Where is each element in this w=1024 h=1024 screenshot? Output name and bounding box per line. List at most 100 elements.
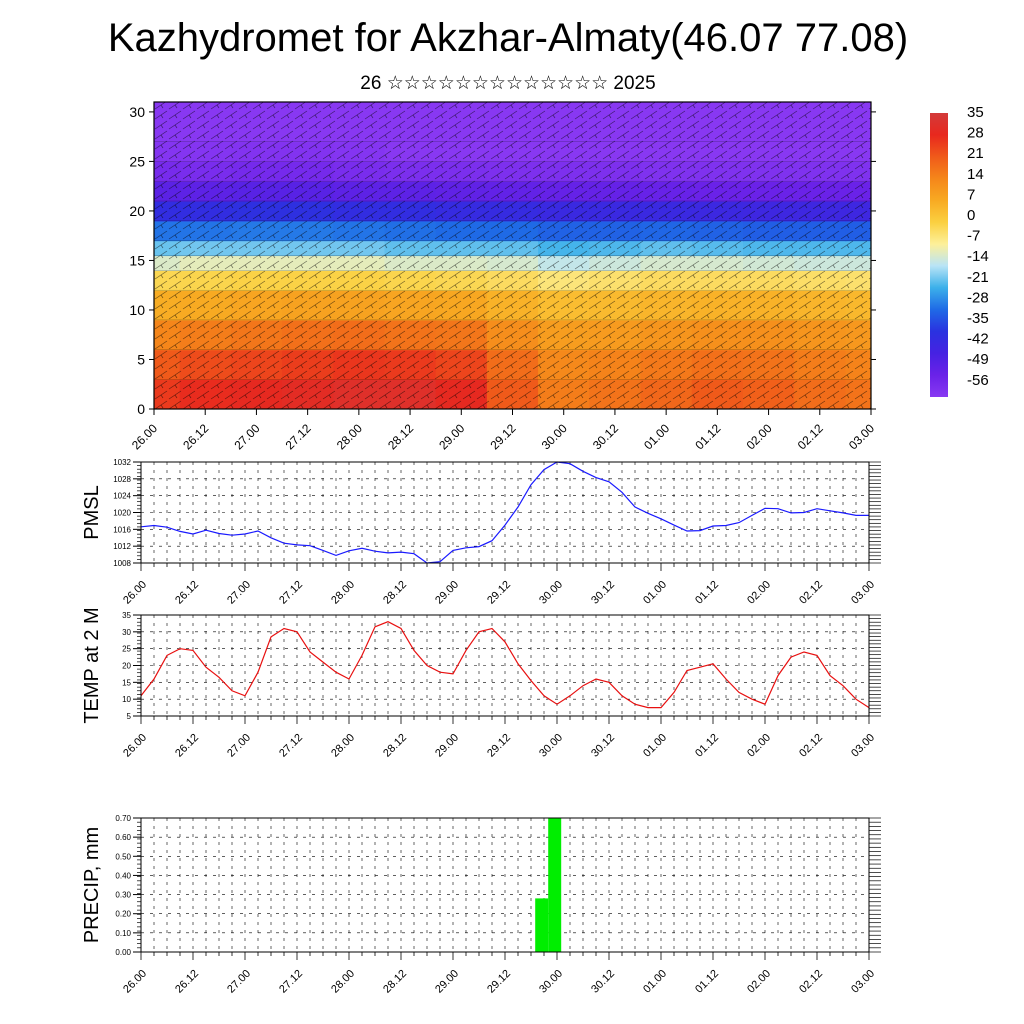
colorbar-label: -7 [967, 228, 980, 245]
x-tick-label: 29.00 [433, 968, 461, 996]
x-tick-label: 30.12 [589, 579, 617, 607]
x-tick-label: 26.00 [121, 968, 149, 996]
precip-bar [548, 818, 562, 952]
y-tick-label: 0.40 [115, 871, 131, 880]
x-tick-label: 01.00 [641, 421, 672, 452]
x-tick-label: 29.12 [485, 732, 513, 760]
colorbar-label: 7 [967, 186, 975, 203]
pmsl-ylabel: PMSL [81, 485, 103, 539]
colorbar: 35 28 21 14 7 0 -7 -14 -21 -28 -35 -42 -49 -56 [930, 104, 989, 397]
x-tick-label: 26.12 [173, 732, 201, 760]
colorbar-label: -35 [967, 310, 989, 327]
colorbar-label: 21 [967, 145, 984, 162]
x-tick-label: 27.12 [277, 579, 305, 607]
x-tick-label: 02.00 [745, 579, 773, 607]
colorbar-label: 35 [967, 104, 984, 121]
x-tick-label: 01.00 [641, 732, 669, 760]
x-tick-label: 29.00 [433, 732, 461, 760]
y-tick-label: 0.00 [115, 948, 131, 957]
x-tick-label: 30.00 [537, 732, 565, 760]
y-tick-label: 15 [129, 252, 145, 268]
x-tick-label: 26.00 [121, 579, 149, 607]
y-tick-label: 0.70 [115, 814, 131, 823]
x-tick-label: 02.12 [797, 968, 825, 996]
y-tick-label: 5 [127, 712, 132, 721]
x-tick-label: 03.00 [849, 732, 877, 760]
x-tick-label: 27.12 [277, 968, 305, 996]
x-tick-label: 26.12 [173, 968, 201, 996]
x-tick-label: 28.00 [329, 732, 357, 760]
precip-panel: 0.00 0.10 0.20 0.30 0.40 0.50 0.60 0.70 26.00 26.… [81, 814, 881, 996]
x-tick-label: 30.12 [589, 968, 617, 996]
x-tick-label: 30.00 [537, 579, 565, 607]
x-tick-label: 28.00 [329, 968, 357, 996]
x-tick-label: 01.12 [693, 732, 721, 760]
y-tick-label: 1016 [113, 525, 131, 534]
y-tick-label: 20 [129, 203, 145, 219]
chart-title: Kazhydromet for Akzhar-Almaty(46.07 77.0… [107, 16, 909, 60]
x-tick-label: 28.00 [334, 421, 365, 452]
x-tick-label: 30.12 [589, 732, 617, 760]
x-tick-label: 30.00 [539, 421, 570, 452]
y-tick-label: 1012 [113, 542, 131, 551]
y-tick-label: 1024 [113, 492, 131, 501]
x-tick-label: 27.00 [225, 732, 253, 760]
x-tick-label: 27.12 [277, 732, 305, 760]
y-tick-label: 20 [122, 662, 131, 671]
precip-bar [535, 898, 549, 952]
y-tick-label: 10 [129, 302, 145, 318]
x-tick-label: 27.00 [231, 421, 262, 452]
x-tick-label: 01.12 [692, 421, 723, 452]
pmsl-series-line [140, 461, 869, 564]
colorbar-label: -49 [967, 351, 989, 368]
colorbar-label: 28 [967, 125, 984, 142]
y-tick-label: 0.30 [115, 891, 131, 900]
temp-panel: 5 10 15 20 25 30 35 26.00 26.12 27.00 27.12 28.00 28… [81, 607, 881, 760]
y-tick-label: 10 [122, 695, 131, 704]
chart-subtitle: 26 ☆☆☆☆☆☆☆☆☆☆☆☆☆ 2025 [360, 73, 656, 94]
x-tick-label: 02.00 [744, 421, 775, 452]
precip-ylabel: PRECIP, mm [81, 827, 103, 943]
colorbar-label: -14 [967, 248, 989, 265]
cross-section-panel: 0 5 10 15 20 25 30 26.00 26.12 27.00 27.12 28.00 28.… [129, 101, 877, 452]
colorbar-label: 14 [967, 166, 984, 183]
x-tick-label: 27.00 [225, 968, 253, 996]
y-tick-label: 5 [137, 351, 145, 367]
y-tick-label: 25 [129, 153, 145, 169]
temp2m-ylabel: TEMP at 2 M [81, 607, 103, 723]
x-tick-label: 03.00 [846, 421, 877, 452]
x-tick-label: 01.12 [693, 968, 721, 996]
colorbar-label: -28 [967, 289, 989, 306]
x-tick-label: 29.12 [485, 579, 513, 607]
colorbar-label: 0 [967, 207, 975, 224]
x-tick-label: 02.00 [745, 968, 773, 996]
x-tick-label: 28.12 [381, 968, 409, 996]
y-tick-label: 35 [122, 611, 131, 620]
y-tick-label: 0.20 [115, 910, 131, 919]
x-tick-label: 02.12 [797, 579, 825, 607]
y-tick-label: 30 [122, 628, 131, 637]
y-tick-label: 0.60 [115, 833, 131, 842]
y-tick-label: 0.10 [115, 929, 131, 938]
y-tick-label: 0 [137, 401, 145, 417]
colorbar-label: -56 [967, 372, 989, 389]
y-tick-label: 1020 [113, 509, 131, 518]
y-tick-label: 1008 [113, 559, 131, 568]
x-tick-label: 29.12 [487, 421, 518, 452]
wind-barbs-overlay [154, 102, 871, 409]
x-tick-label: 26.12 [180, 421, 211, 452]
x-tick-label: 27.00 [225, 579, 253, 607]
y-tick-label: 1028 [113, 475, 131, 484]
y-tick-label: 15 [122, 678, 131, 687]
x-tick-label: 01.00 [641, 579, 669, 607]
x-tick-label: 02.12 [795, 421, 826, 452]
x-tick-label: 03.00 [849, 579, 877, 607]
x-tick-label: 28.12 [381, 579, 409, 607]
y-tick-label: 1032 [113, 458, 131, 467]
x-tick-label: 29.00 [433, 579, 461, 607]
x-tick-label: 01.12 [693, 579, 721, 607]
x-tick-label: 03.00 [849, 968, 877, 996]
x-tick-label: 29.00 [436, 421, 467, 452]
x-tick-label: 27.12 [283, 421, 314, 452]
